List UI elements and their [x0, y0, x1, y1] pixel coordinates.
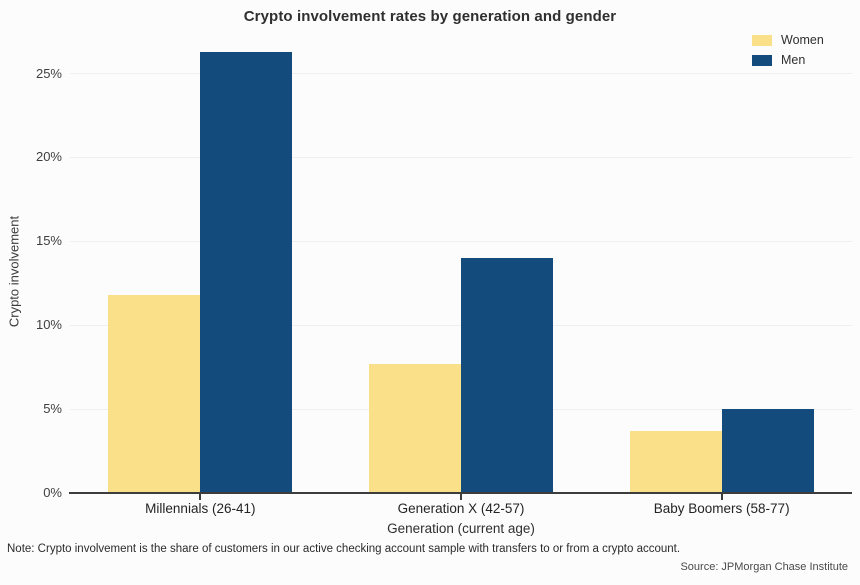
y-tick-label: 20%	[35, 149, 62, 165]
source-credit: Source: JPMorgan Chase Institute	[680, 561, 848, 573]
bar-men-1	[200, 51, 293, 493]
x-tick	[460, 494, 462, 500]
legend-label-women: Women	[781, 33, 824, 47]
legend-item-men: Men	[752, 50, 824, 70]
x-axis-line	[69, 492, 852, 494]
y-tick-label: 10%	[35, 317, 62, 333]
chart-title: Crypto involvement rates by generation a…	[243, 8, 617, 25]
gridline	[70, 240, 852, 242]
gridline	[70, 156, 852, 158]
footnote: Note: Crypto involvement is the share of…	[7, 543, 681, 555]
legend-swatch-men	[752, 54, 772, 66]
x-tick	[720, 494, 723, 500]
x-tick-label: Generation X (42-57)	[397, 501, 525, 516]
x-axis-title: Generation (current age)	[387, 521, 535, 536]
y-tick-label: 25%	[35, 65, 62, 81]
bar-women-1	[108, 294, 201, 493]
x-tick	[199, 494, 202, 500]
y-tick-label: 0%	[43, 485, 62, 500]
x-tick-label: Baby Boomers (58-77)	[653, 501, 790, 516]
legend: Women Men	[752, 30, 824, 70]
gridline	[70, 73, 852, 74]
bar-women-3	[629, 430, 722, 493]
x-tick-label: Millennials (26-41)	[145, 501, 256, 516]
bar-men-3	[721, 409, 814, 493]
bar-women-2	[369, 363, 461, 493]
y-tick-label: 5%	[43, 401, 62, 417]
legend-item-women: Women	[752, 30, 824, 50]
bar-men-2	[461, 258, 553, 493]
y-tick-label: 15%	[35, 233, 62, 249]
legend-label-men: Men	[781, 53, 806, 67]
legend-swatch-women	[752, 34, 772, 46]
